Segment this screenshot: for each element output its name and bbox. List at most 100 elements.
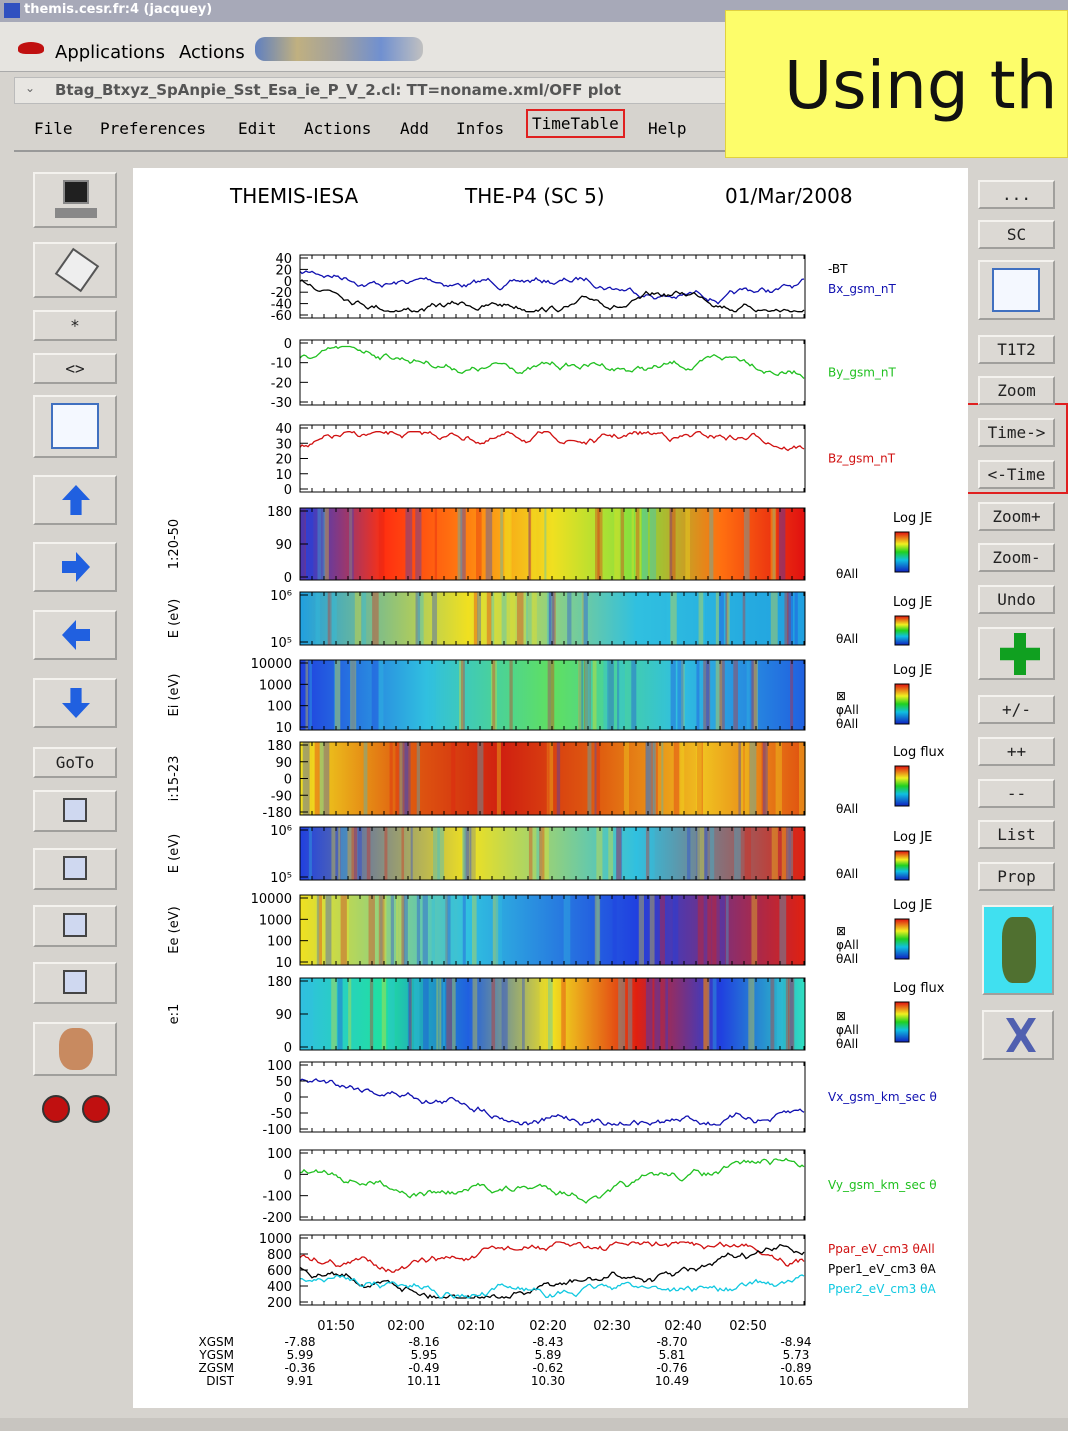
y-axis-label: Ee (eV) bbox=[167, 906, 182, 953]
menu-item[interactable]: TimeTable bbox=[526, 109, 625, 138]
spectrogram-streak bbox=[636, 508, 640, 580]
window-button[interactable] bbox=[978, 260, 1055, 320]
face-button[interactable] bbox=[33, 1022, 117, 1076]
terminal-button[interactable] bbox=[33, 172, 117, 228]
small-up-button[interactable] bbox=[33, 790, 117, 832]
tab[interactable]: ⌄ Btag_Btxyz_SpAnpie_Sst_Esa_ie_P_V_2.cl… bbox=[14, 77, 734, 104]
spectrogram-streak bbox=[771, 592, 778, 645]
orbit-value: 5.73 bbox=[783, 1348, 810, 1362]
spectrogram-streak bbox=[322, 508, 325, 580]
spectrogram-streak bbox=[642, 508, 648, 580]
panel: 40200-20-40-60-BTBx_gsm_nT bbox=[271, 252, 897, 324]
menu-item[interactable]: Help bbox=[648, 119, 687, 138]
small-left-button[interactable] bbox=[33, 905, 117, 947]
left-button[interactable]: * bbox=[33, 310, 117, 341]
right-button[interactable]: ++ bbox=[978, 737, 1055, 766]
right-button[interactable]: SC bbox=[978, 220, 1055, 249]
right-button[interactable]: T1T2 bbox=[978, 335, 1055, 364]
spectrogram-streak bbox=[384, 827, 387, 880]
soldier-button[interactable] bbox=[982, 905, 1054, 995]
right-button[interactable]: <-Time bbox=[978, 460, 1055, 489]
trace bbox=[300, 432, 804, 451]
y-tick-label: 90 bbox=[275, 1008, 292, 1023]
spectrogram-streak bbox=[364, 742, 368, 815]
menu-item[interactable]: Preferences bbox=[100, 119, 206, 138]
small-down-button[interactable] bbox=[33, 962, 117, 1004]
spectrogram-streak bbox=[404, 895, 408, 965]
left-button[interactable]: <> bbox=[33, 353, 117, 384]
spectrogram-streak bbox=[705, 827, 708, 880]
right-button[interactable]: +/- bbox=[978, 695, 1055, 724]
panel: 1000800600400200Ppar_eV_cm3 θAllPper1_eV… bbox=[259, 1232, 937, 1311]
spectrogram-streak bbox=[529, 827, 533, 880]
orbit-label: DIST bbox=[206, 1374, 234, 1388]
spectrogram-streak bbox=[699, 592, 704, 645]
window-button[interactable] bbox=[33, 395, 117, 458]
spectrogram-streak bbox=[671, 660, 676, 730]
menu-item[interactable]: Edit bbox=[238, 119, 277, 138]
y-axis-label: 1:20-50 bbox=[167, 519, 182, 569]
taskbar-menu[interactable]: Actions bbox=[179, 42, 245, 63]
right-button[interactable]: List bbox=[978, 820, 1055, 849]
right-button[interactable]: ... bbox=[978, 180, 1055, 209]
spectrogram-streak bbox=[324, 742, 330, 815]
series-label: θAll bbox=[836, 952, 858, 966]
left-button[interactable]: GoTo bbox=[33, 747, 117, 778]
spectrogram-streak bbox=[754, 660, 758, 730]
spectrogram-streak bbox=[564, 895, 571, 965]
spectrogram-streak bbox=[439, 978, 441, 1050]
spectrogram-streak bbox=[696, 660, 699, 730]
spectrogram-streak bbox=[509, 660, 512, 730]
right-button[interactable]: Prop bbox=[978, 862, 1055, 891]
down-button[interactable] bbox=[33, 678, 117, 728]
y-tick-label: 1000 bbox=[259, 913, 292, 928]
right-button[interactable] bbox=[33, 542, 117, 592]
spectrogram-streak bbox=[782, 827, 786, 880]
menu-item[interactable]: File bbox=[34, 119, 73, 138]
legend-title: Log JE bbox=[893, 595, 932, 610]
launcher-icons[interactable] bbox=[255, 37, 423, 61]
spectrogram-streak bbox=[463, 895, 466, 965]
spectrogram-streak bbox=[632, 508, 634, 580]
right-button[interactable]: -- bbox=[978, 779, 1055, 808]
right-button[interactable]: Zoom- bbox=[978, 543, 1055, 572]
spectrogram-streak bbox=[650, 508, 656, 580]
menu-item[interactable]: Infos bbox=[456, 119, 504, 138]
spectrogram-streak bbox=[317, 508, 321, 580]
spectrogram-streak bbox=[779, 508, 786, 580]
trace bbox=[300, 347, 804, 379]
right-button[interactable]: Zoom+ bbox=[978, 502, 1055, 531]
series-label: θAll bbox=[836, 1037, 858, 1051]
taskbar-menu[interactable]: Applications bbox=[55, 42, 165, 63]
series-label: -BT bbox=[828, 262, 848, 276]
spectrogram-streak bbox=[661, 742, 663, 815]
spectrogram-streak bbox=[645, 742, 652, 815]
orbit-value: 5.99 bbox=[287, 1348, 314, 1362]
add-button[interactable] bbox=[978, 627, 1055, 680]
menu-item[interactable]: Add bbox=[400, 119, 429, 138]
right-button[interactable]: Undo bbox=[978, 585, 1055, 614]
spectrogram-streak bbox=[341, 895, 347, 965]
left-button[interactable] bbox=[33, 610, 117, 660]
menu-item[interactable]: Actions bbox=[304, 119, 371, 138]
spectrogram bbox=[300, 895, 805, 965]
up-button[interactable] bbox=[33, 475, 117, 525]
undo-button[interactable] bbox=[82, 1095, 110, 1123]
stop-button[interactable] bbox=[42, 1095, 70, 1123]
spectrogram-streak bbox=[399, 895, 402, 965]
series-label: Vx_gsm_km_sec θ bbox=[828, 1090, 937, 1104]
orbit-value: -8.16 bbox=[408, 1335, 439, 1349]
app-icon bbox=[4, 3, 20, 18]
spectrogram-streak bbox=[486, 508, 493, 580]
right-button[interactable]: Zoom bbox=[978, 376, 1055, 405]
right-button[interactable]: Time-> bbox=[978, 418, 1055, 447]
spectrogram-streak bbox=[771, 508, 777, 580]
spectrogram-streak bbox=[673, 895, 679, 965]
orbit-value: 10.65 bbox=[779, 1374, 813, 1388]
close-button[interactable] bbox=[982, 1010, 1054, 1060]
y-axis-label: E (eV) bbox=[167, 599, 182, 638]
small-right-button[interactable] bbox=[33, 848, 117, 890]
orbit-value: -0.36 bbox=[284, 1361, 315, 1375]
print-button[interactable] bbox=[33, 242, 117, 298]
spectrogram-streak bbox=[772, 827, 778, 880]
